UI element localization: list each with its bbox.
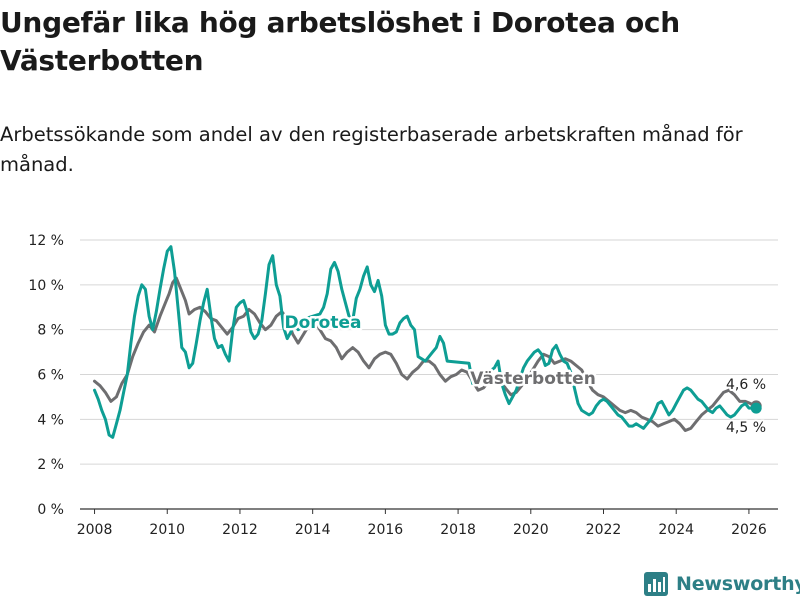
end-value-label-dorotea: 4,5 % xyxy=(726,420,766,436)
end-value-halo-vasterbotten: 4,6 % xyxy=(726,377,766,393)
x-tick-label: 2022 xyxy=(586,522,622,538)
y-tick-label: 6 % xyxy=(37,368,64,384)
x-tick-label: 2010 xyxy=(149,522,185,538)
x-tick-label: 2008 xyxy=(77,522,113,538)
brand-name: Newsworthy xyxy=(676,573,800,595)
y-tick-label: 0 % xyxy=(37,502,64,518)
y-tick-label: 10 % xyxy=(28,278,64,294)
y-tick-label: 12 % xyxy=(28,233,64,249)
x-tick-label: 2016 xyxy=(368,522,404,538)
y-axis-ticks: 0 % 2 % 4 % 6 % 8 % 10 % 12 % xyxy=(28,233,64,518)
newsworthy-logo-icon xyxy=(644,572,668,596)
x-tick-label: 2024 xyxy=(658,522,694,538)
x-tick-label: 2020 xyxy=(513,522,549,538)
end-marker-dorotea xyxy=(750,402,762,414)
series-line-dorotea xyxy=(93,245,758,439)
brand-logo: Newsworthy xyxy=(644,568,800,600)
series-label-halo-vasterbotten: Västerbotten xyxy=(470,369,596,389)
x-axis-ticks: 2008 2010 2012 2014 2016 2018 2020 2022 2024 2026 xyxy=(77,509,767,538)
x-tick-label: 2026 xyxy=(731,522,767,538)
x-tick-label: 2018 xyxy=(440,522,476,538)
chart-subtitle: Arbetssökande som andel av den registerb… xyxy=(0,123,743,176)
y-tick-label: 4 % xyxy=(37,412,64,428)
gridlines xyxy=(80,239,778,510)
end-value-label-vasterbotten: 4,6 % xyxy=(726,377,766,393)
y-tick-label: 2 % xyxy=(37,457,64,473)
y-tick-label: 8 % xyxy=(37,323,64,339)
series-label-dorotea: Dorotea xyxy=(285,313,362,333)
end-value-halo-dorotea: 4,5 % xyxy=(726,420,766,436)
series-lines xyxy=(93,245,762,439)
series-label-halo-dorotea: Dorotea xyxy=(285,313,362,333)
x-tick-label: 2012 xyxy=(222,522,258,538)
x-tick-label: 2014 xyxy=(295,522,331,538)
series-label-vasterbotten: Västerbotten xyxy=(470,369,596,389)
series-line-vasterbotten xyxy=(93,276,758,432)
page-title: Ungefär lika hög arbetslöshet i Dorotea … xyxy=(0,6,680,77)
